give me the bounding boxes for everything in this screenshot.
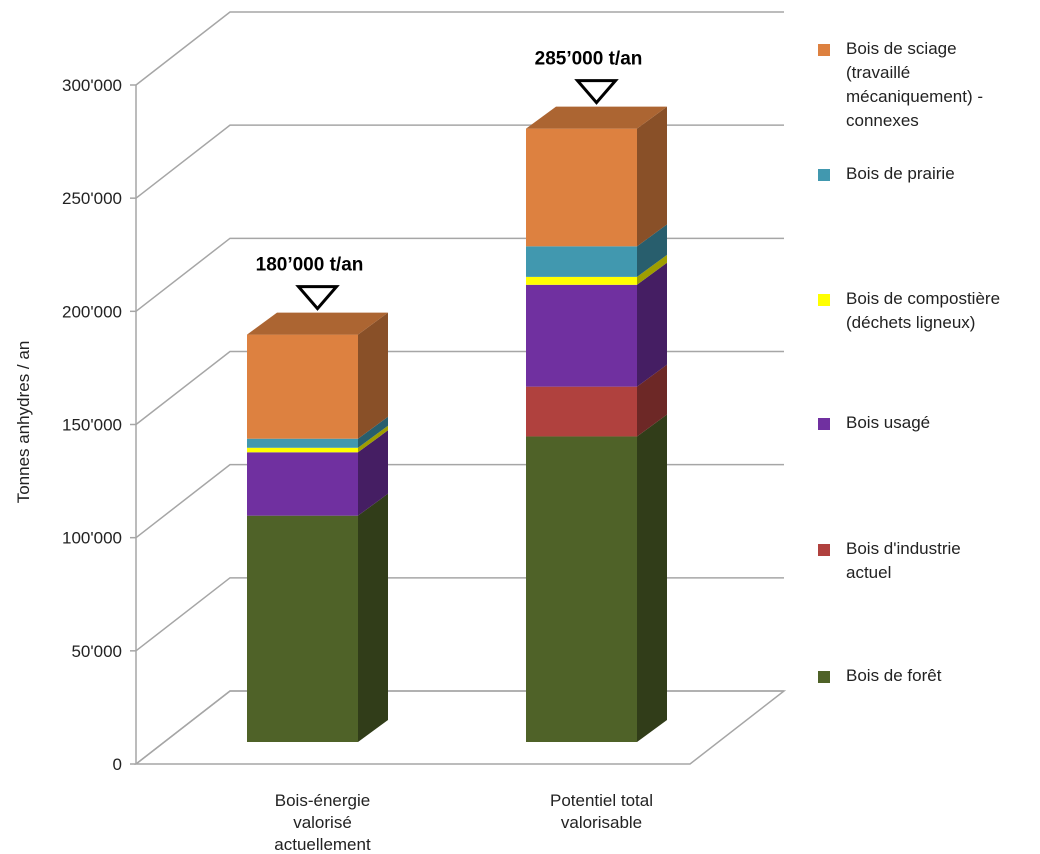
bar-segment-front: [247, 447, 358, 453]
chart-floor: [133, 690, 787, 765]
y-axis-title: Tonnes anhydres / an: [14, 341, 33, 504]
bar-segment: [526, 254, 667, 285]
legend-swatch: [818, 671, 830, 683]
gridlines: [135, 11, 784, 765]
floor-plane: [133, 690, 787, 765]
bar-segment: [247, 425, 388, 453]
y-tick-label: 100'000: [62, 529, 122, 548]
y-tick-label: 200'000: [62, 302, 122, 321]
bars: [247, 106, 667, 742]
bar-segment-front: [526, 128, 637, 247]
bar-segment-side: [358, 416, 388, 448]
bar-segment-front: [526, 386, 637, 437]
y-tick-label: 300'000: [62, 76, 122, 95]
bar-segment-front: [247, 515, 358, 742]
bar-segment-front: [526, 246, 637, 277]
bar-segment-front: [526, 276, 637, 285]
bar-segment-front: [247, 452, 358, 516]
total-marker-triangle: [295, 285, 340, 311]
bar-segment: [526, 224, 667, 277]
bar-segment-side: [358, 425, 388, 453]
total-annotation: 180’000 t/an: [256, 255, 364, 276]
bar-top: [526, 106, 667, 129]
total-marker-triangle: [574, 79, 619, 105]
bar-segment: [526, 364, 667, 437]
bar-segment: [247, 416, 388, 448]
total-annotations: 180’000 t/an 285’000 t/an: [256, 49, 643, 311]
legend-label: Bois usagé: [846, 413, 931, 432]
gridline: [135, 350, 784, 426]
bar-segment: [247, 312, 388, 439]
x-axis-labels: Bois-énergie valorisé actuellement Potentie…: [274, 791, 653, 854]
bar-top: [247, 312, 388, 335]
bar-segment-side: [637, 254, 667, 285]
gridline: [135, 11, 784, 86]
y-tick-label: 0: [113, 755, 122, 774]
bar-segment-front: [526, 436, 637, 742]
bar-segment-side: [358, 493, 388, 742]
bar-segment-front: [247, 334, 358, 439]
gridline: [135, 237, 784, 312]
bar-segment-side: [637, 224, 667, 277]
y-tick-label: 150'000: [62, 416, 122, 435]
legend-label: Bois de prairie: [846, 164, 955, 183]
bar-segment-side: [637, 414, 667, 742]
bar-segment: [526, 262, 667, 387]
legend-label: Bois de sciage (travaillé mécaniquement)…: [846, 39, 984, 130]
total-annotation: 285’000 t/an: [535, 49, 643, 70]
y-tick-label: 50'000: [71, 642, 122, 661]
legend-swatch: [818, 418, 830, 430]
legend-swatch: [818, 169, 830, 181]
legend-swatch: [818, 544, 830, 556]
stacked-bar-chart: 0 50'000 100'000 150'000 200'000 250'000 300'0…: [14, 11, 787, 854]
legend-label: Bois de forêt: [846, 666, 942, 685]
bar-segment: [526, 414, 667, 742]
bar-segment-side: [637, 364, 667, 437]
bar-segment-side: [637, 106, 667, 247]
bar-segment-front: [526, 284, 637, 387]
x-tick-label: Potentiel total valorisable: [550, 791, 653, 832]
bar-segment: [247, 430, 388, 516]
bar-segment-side: [358, 312, 388, 439]
gridline: [135, 577, 784, 652]
bar-segment-side: [358, 430, 388, 516]
bar-segment-front: [247, 438, 358, 448]
gridline: [135, 124, 784, 199]
legend-swatch: [818, 44, 830, 56]
x-tick-label: Bois-énergie valorisé actuellement: [274, 791, 371, 854]
y-tick-label: 250'000: [62, 189, 122, 208]
bar-segment-side: [637, 262, 667, 387]
bar-segment: [526, 106, 667, 247]
legend-label: Bois d'industrie actuel: [846, 539, 961, 582]
legend-swatch: [818, 294, 830, 306]
gridline: [135, 463, 784, 539]
legend-label: Bois de compostière (déchets ligneux): [846, 289, 1001, 332]
legend: Bois de sciage (travaillé mécaniquement)…: [818, 0, 1040, 854]
y-axis: 0 50'000 100'000 150'000 200'000 250'000 300'0…: [62, 76, 137, 774]
gridline: [135, 690, 784, 765]
bar-segment: [247, 493, 388, 742]
